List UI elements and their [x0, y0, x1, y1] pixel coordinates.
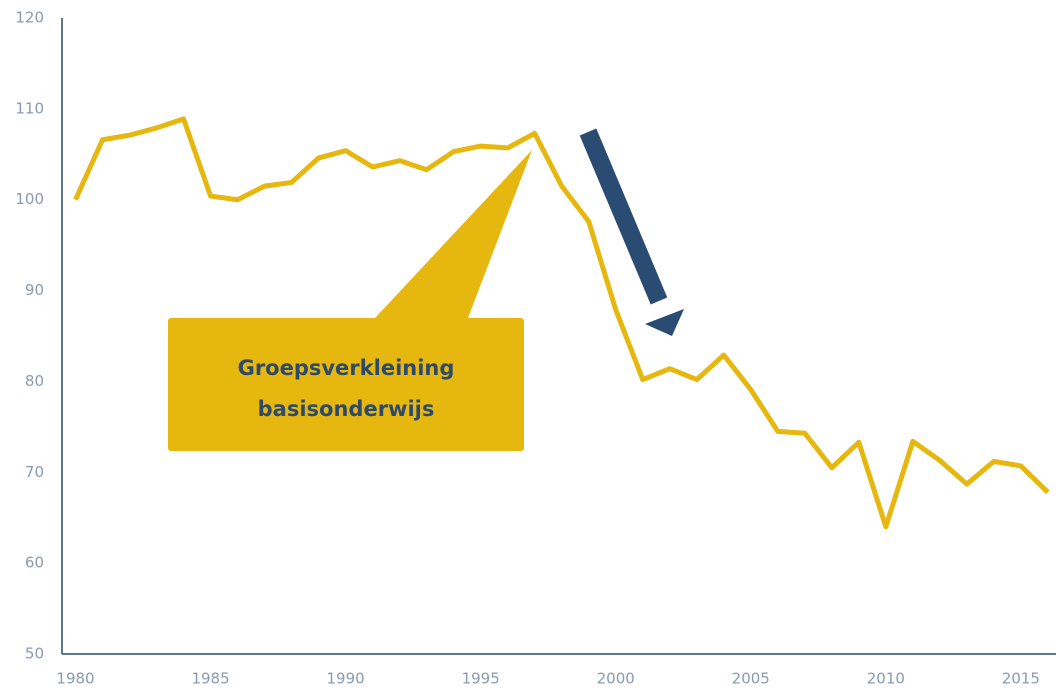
x-tick-label: 2005: [732, 670, 770, 688]
callout-box: [168, 318, 524, 451]
x-tick-label: 2010: [867, 670, 905, 688]
line: [73, 116, 1050, 530]
x-tick-label: 1985: [191, 670, 229, 688]
arrow-shaft: [579, 128, 668, 305]
y-tick-label: 90: [25, 281, 44, 299]
x-tick-label: 2015: [1002, 670, 1040, 688]
y-tick-label: 70: [25, 463, 44, 481]
y-tick-label: 120: [15, 9, 44, 27]
y-tick-label: 80: [25, 372, 44, 390]
y-tick-label: 100: [15, 190, 44, 208]
y-tick-label: 60: [25, 554, 44, 572]
annotation: Groepsverkleining: [238, 356, 455, 380]
callout-pointer: [375, 150, 532, 318]
x-tick-label: 1990: [327, 670, 365, 688]
x-tick-label: 1980: [56, 670, 94, 688]
y-tick-label: 50: [25, 645, 44, 663]
annotation: basisonderwijs: [258, 397, 435, 421]
y-tick-label: 110: [15, 99, 44, 117]
x-tick-label: 1995: [462, 670, 500, 688]
arrow-head: [645, 309, 684, 336]
x-tick-label: 2000: [597, 670, 635, 688]
